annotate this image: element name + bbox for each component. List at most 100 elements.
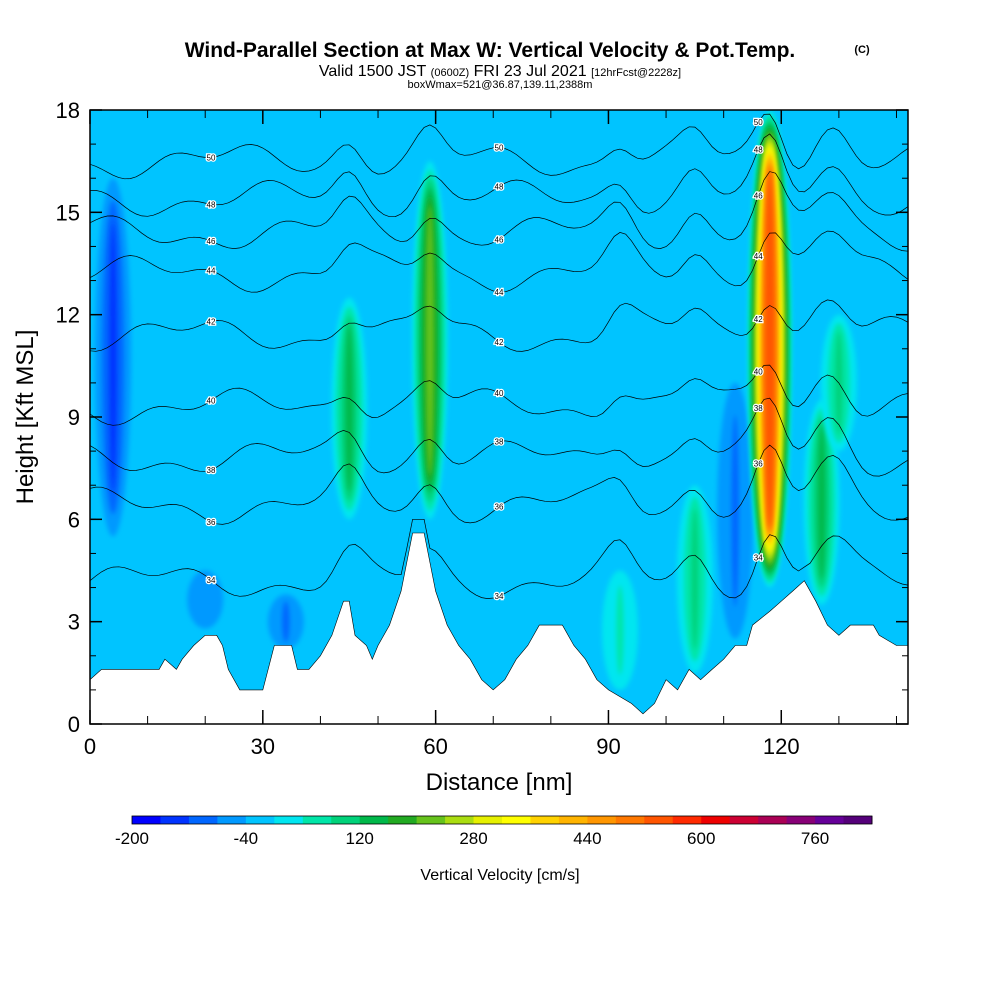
updraft-3 [331, 297, 368, 520]
updraft-8 [747, 110, 792, 588]
colorbar-tick-label: 120 [346, 829, 374, 848]
updraft-contour [616, 585, 624, 675]
colorbar-swatch [786, 816, 816, 824]
isentrope-label: 42 [207, 317, 216, 326]
isentrope-label: 48 [754, 146, 763, 155]
colorbar-tick-label: -40 [234, 829, 259, 848]
isentrope-label: 36 [754, 460, 763, 469]
colorbar-swatch [815, 816, 845, 824]
y-axis-label: Height [Kft MSL] [12, 330, 39, 505]
colorbar-swatch [359, 816, 389, 824]
updraft-5 [601, 570, 638, 690]
isentrope-line [90, 364, 908, 426]
updraft-7 [717, 382, 754, 639]
isentrope-label: 40 [495, 389, 504, 398]
colorbar-tick-label: -200 [115, 829, 149, 848]
isentrope-line [90, 230, 908, 293]
updraft-contour [345, 325, 353, 492]
colorbar-swatch [188, 816, 218, 824]
subtitle-fcst: [12hrFcst@2228z] [591, 67, 681, 79]
colorbar-tick-label: 440 [573, 829, 601, 848]
colorbar-swatch [530, 816, 560, 824]
chart-title: Wind-Parallel Section at Max W: Vertical… [185, 39, 796, 62]
isentrope-label: 38 [495, 437, 504, 446]
isentrope-label: 42 [754, 315, 763, 324]
isentrope-line [90, 518, 908, 599]
isentrope-label: 50 [495, 143, 504, 152]
updraft-contour [817, 425, 826, 580]
y-tick-label: 6 [68, 507, 80, 532]
subtitle-date: FRI 23 Jul 2021 [474, 63, 587, 80]
terrain-mask [90, 532, 908, 724]
x-tick-label: 60 [423, 734, 447, 759]
updraft-contour [691, 508, 699, 650]
isentrope-label: 34 [495, 592, 504, 601]
y-tick-label: 9 [68, 405, 80, 430]
updraft-9 [803, 399, 840, 605]
updraft-contour [187, 570, 224, 629]
colorbar-swatch [729, 816, 759, 824]
updraft-layer [95, 110, 857, 690]
isentrope-line [90, 113, 908, 180]
isentrope-line [90, 444, 908, 525]
isentrope-label: 38 [207, 466, 216, 475]
colorbar-swatch [644, 816, 674, 824]
colorbar-swatch [217, 816, 247, 824]
colorbar-swatch [302, 816, 332, 824]
isentrope-line [90, 171, 908, 252]
isentrope-label: 34 [754, 553, 763, 562]
isentrope-label: 44 [207, 267, 216, 276]
colorbar-tick-label: 760 [801, 829, 829, 848]
colorbar-tick-label: 600 [687, 829, 715, 848]
colorbar-tick-label: 280 [459, 829, 487, 848]
colorbar-swatch [615, 816, 645, 824]
chart-subtitle2: boxWmax=521@36.87,139.11,2388m [408, 79, 593, 91]
isentrope-label: 34 [207, 576, 216, 585]
updraft-contour [109, 222, 117, 492]
x-tick-label: 90 [596, 734, 620, 759]
updraft-6 [676, 485, 713, 673]
updraft-contour [765, 169, 775, 528]
updraft-0 [95, 178, 132, 537]
isentrope-label: 44 [495, 288, 504, 297]
colorbar-swatch [274, 816, 304, 824]
colorbar-swatch [843, 816, 873, 824]
isentrope-label: 50 [207, 153, 216, 162]
colorbar-frame [131, 815, 873, 825]
chart-subtitle: Valid 1500 JST (0600Z) FRI 23 Jul 2021 [… [319, 63, 681, 80]
isentrope-label: 44 [754, 252, 763, 261]
x-axis: 0 30 60 90 120 [84, 110, 897, 759]
colorbar-swatch [473, 816, 503, 824]
isentrope-label: 36 [495, 503, 504, 512]
colorbar-swatch [672, 816, 702, 824]
x-axis-label: Distance [nm] [426, 769, 573, 796]
colorbar-swatch [132, 816, 161, 824]
colorbar-swatch [245, 816, 275, 824]
isentrope-label: 46 [207, 237, 216, 246]
chart-title-mark: (C) [854, 44, 870, 56]
colorbar-swatch [160, 816, 190, 824]
colorbar-swatch [558, 816, 588, 824]
updraft-contour [282, 601, 290, 643]
y-tick-label: 3 [68, 610, 80, 635]
isentrope-line [90, 133, 908, 218]
isentrope-label: 46 [754, 191, 763, 200]
colorbar-swatch [331, 816, 361, 824]
subtitle-utc: (0600Z) [431, 67, 470, 79]
x-tick-label: 0 [84, 734, 96, 759]
isentrope-label: 38 [754, 404, 763, 413]
updraft-contour [426, 205, 434, 475]
x-tick-label: 120 [763, 734, 800, 759]
colorbar-swatch [758, 816, 788, 824]
updraft-contour [731, 414, 739, 607]
y-tick-label: 15 [56, 200, 80, 225]
colorbar-swatch [701, 816, 731, 824]
updraft-4 [411, 161, 448, 520]
isentrope-label: 50 [754, 118, 763, 127]
subtitle-valid: Valid 1500 JST [319, 63, 427, 80]
isentrope-label: 36 [207, 518, 216, 527]
y-tick-label: 12 [56, 303, 80, 328]
x-tick-label: 30 [251, 734, 275, 759]
colorbar-label: Vertical Velocity [cm/s] [420, 867, 579, 884]
